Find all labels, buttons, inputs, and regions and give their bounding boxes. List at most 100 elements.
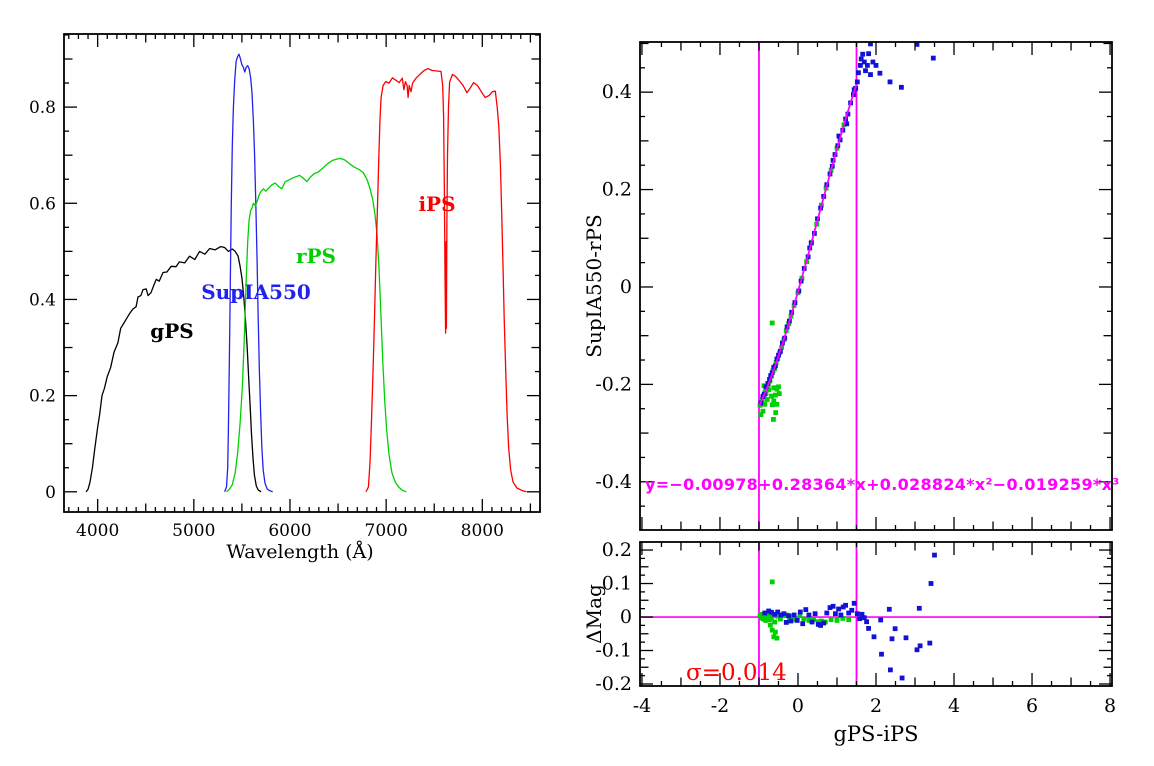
data-point	[932, 552, 937, 558]
data-point	[873, 63, 879, 68]
data-point	[854, 611, 860, 617]
data-point	[768, 612, 774, 618]
x-tick-label: 8	[1104, 695, 1116, 717]
data-point	[889, 636, 895, 642]
data-point	[865, 63, 870, 68]
data-point	[899, 84, 904, 90]
data-point	[763, 384, 769, 390]
data-point	[836, 606, 841, 612]
data-point	[846, 617, 852, 623]
data-point	[775, 609, 781, 615]
data-point	[871, 634, 877, 640]
data-point	[778, 616, 783, 622]
data-point	[870, 59, 876, 65]
data-point	[927, 640, 933, 646]
data-point	[762, 401, 768, 407]
data-point	[758, 412, 764, 417]
data-point	[878, 617, 884, 623]
residuals-panel: -4 -2 0 2 4 6 8 -0.2 -0.1 0 0.1 0.2	[595, 539, 1116, 717]
y-tick-label: 0.2	[602, 179, 632, 201]
data-point	[917, 643, 923, 649]
data-point	[892, 626, 898, 632]
data-point	[846, 610, 852, 616]
curve-SupIA550	[223, 53, 273, 493]
color-color-scatter: -0.4 -0.2 0 0.2 0.4	[595, 41, 1113, 531]
data-point	[836, 133, 842, 139]
data-point	[772, 611, 777, 617]
scatter-y-axis-title: SupIA550-rPS	[582, 214, 606, 357]
y-tick-label: -0.2	[595, 673, 632, 695]
data-point	[830, 603, 836, 609]
color-color-scatter-ticks	[640, 42, 1112, 530]
data-point	[860, 51, 866, 57]
data-point	[803, 607, 809, 612]
scatter-blue-residuals	[762, 552, 937, 681]
data-point	[903, 635, 909, 641]
residuals-x-axis-title: gPS-iPS	[833, 722, 918, 746]
y-tick-label: 0.8	[29, 98, 56, 118]
data-point	[772, 619, 777, 625]
data-point	[916, 605, 922, 611]
data-point	[774, 635, 780, 641]
data-point	[769, 402, 775, 408]
data-point	[794, 618, 800, 623]
x-tick-label: -4	[633, 695, 652, 717]
y-tick-label: -0.4	[595, 471, 632, 493]
x-tick-label: 6	[1026, 695, 1038, 717]
data-point	[800, 621, 806, 627]
curve-label-gPS: gPS	[150, 319, 193, 343]
data-point	[914, 647, 920, 653]
sigma-label: σ=0.014	[686, 660, 787, 686]
data-point	[824, 610, 830, 616]
data-point	[776, 391, 782, 396]
curve-rPS	[226, 157, 407, 493]
data-point	[762, 610, 768, 616]
filter-transmission-chart: gPS SupIA550 rPS iPS 4000 5000 6000 7000 8000 0 0.…	[29, 33, 541, 541]
data-point	[771, 634, 777, 640]
curve-label-iPS: iPS	[418, 192, 455, 216]
data-point	[844, 121, 850, 127]
data-point	[766, 387, 772, 393]
data-point	[771, 385, 777, 391]
curve-label-rPS: rPS	[296, 244, 336, 268]
data-point	[786, 613, 791, 619]
curve-iPS	[365, 67, 527, 493]
data-point	[858, 63, 863, 68]
data-point	[766, 608, 772, 614]
x-tick-label: 2	[870, 695, 882, 717]
data-point	[775, 613, 781, 619]
data-point	[828, 617, 834, 623]
data-point	[806, 618, 812, 623]
data-point	[851, 600, 857, 606]
y-tick-label: 0	[45, 483, 56, 503]
data-point	[930, 55, 936, 61]
color-color-scatter-frame	[639, 41, 1113, 531]
data-point	[834, 618, 840, 623]
y-tick-label: 0.2	[29, 387, 56, 407]
x-tick-label: 8000	[461, 521, 504, 541]
data-point	[769, 609, 774, 615]
data-point	[760, 408, 766, 414]
x-tick-label: 0	[792, 695, 804, 717]
data-point	[773, 410, 779, 415]
fit-equation-label: y=−0.00978+0.28364*x+0.028824*x²−0.01925…	[645, 475, 1120, 494]
y-tick-label: 0.1	[602, 573, 632, 595]
data-point	[840, 616, 846, 621]
data-point	[838, 612, 844, 618]
data-point	[771, 398, 777, 404]
y-tick-label: 0.4	[29, 290, 56, 310]
y-tick-label: 0	[620, 606, 632, 628]
data-point	[914, 42, 920, 47]
data-point	[769, 393, 774, 399]
data-point	[818, 623, 823, 628]
data-point	[854, 79, 860, 85]
data-point	[868, 72, 873, 77]
data-point	[866, 51, 871, 57]
y-tick-label: 0.6	[29, 194, 56, 214]
left-x-axis-title: Wavelength (Å)	[226, 541, 373, 563]
fit-curve	[758, 84, 858, 407]
data-point	[764, 397, 770, 402]
data-point	[815, 619, 821, 625]
